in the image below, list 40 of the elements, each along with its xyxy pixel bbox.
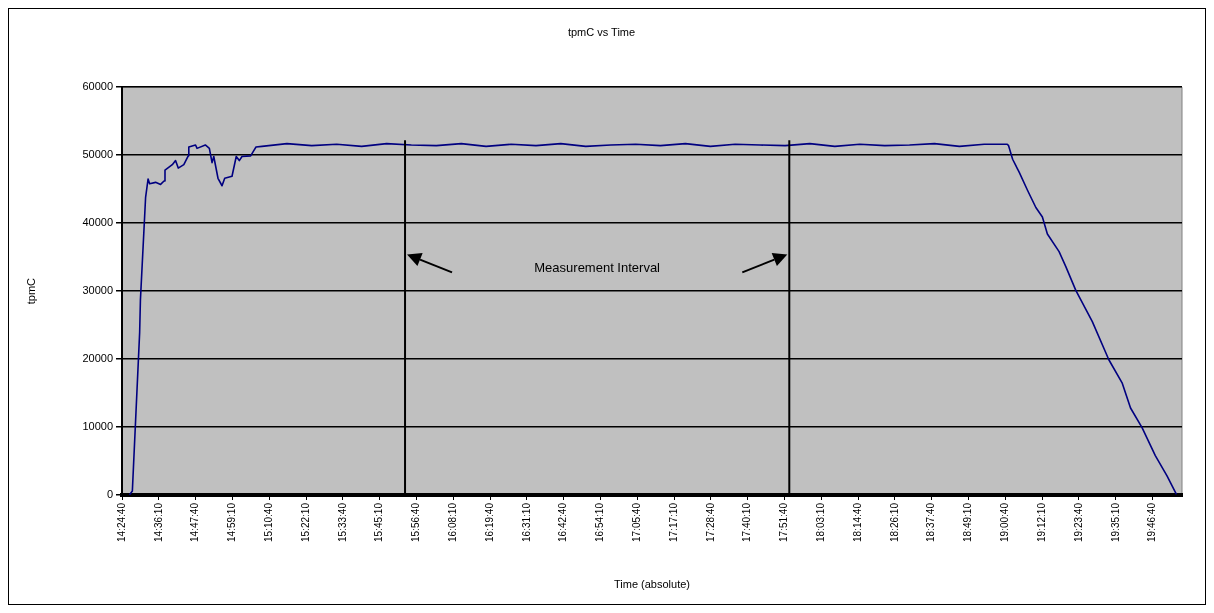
x-tick-label: 18:26:10 [888, 502, 900, 542]
x-tick-label: 16:19:40 [483, 502, 495, 542]
x-tick-label: 19:12:10 [1035, 502, 1047, 542]
x-tick-label: 17:28:40 [704, 502, 716, 542]
y-tick-label: 50000 [82, 148, 113, 161]
x-tick-label: 19:00:40 [999, 502, 1011, 542]
y-tick-label: 40000 [82, 216, 113, 229]
y-tick-label: 30000 [82, 284, 113, 297]
x-tick-label: 14:36:10 [152, 502, 164, 542]
y-axis-title: tpmC [24, 277, 37, 305]
x-tick-label: 18:03:10 [815, 502, 827, 542]
x-tick-label: 18:14:40 [851, 502, 863, 542]
x-tick-label: 19:35:10 [1109, 502, 1121, 542]
x-tick-label: 16:42:40 [557, 502, 569, 542]
x-tick-label: 14:59:10 [226, 502, 238, 542]
x-tick-label: 17:51:40 [778, 502, 790, 542]
annotation: Measurement Interval [533, 260, 661, 276]
x-tick-label: 16:54:10 [594, 502, 606, 542]
x-tick-label: 17:05:40 [631, 502, 643, 542]
y-tick-label: 20000 [82, 352, 113, 365]
x-tick-label: 14:47:40 [189, 502, 201, 542]
x-tick-label: 17:40:10 [741, 502, 753, 542]
x-tick-label: 14:24:40 [115, 502, 127, 542]
x-tick-label: 19:46:40 [1146, 502, 1158, 542]
y-tick-label: 0 [106, 488, 113, 501]
y-tick-label: 10000 [82, 420, 113, 433]
x-tick-label: 16:31:10 [520, 502, 532, 542]
x-tick-label: 15:45:10 [373, 502, 385, 542]
x-tick-label: 15:22:10 [299, 502, 311, 542]
x-tick-label: 16:08:10 [447, 502, 459, 542]
x-tick-label: 19:23:40 [1072, 502, 1084, 542]
x-tick-label: 15:10:40 [262, 502, 274, 542]
y-tick-label: 60000 [82, 80, 113, 93]
x-tick-label: 18:49:10 [962, 502, 974, 542]
x-tick-label: 15:56:40 [410, 502, 422, 542]
x-tick-label: 18:37:40 [925, 502, 937, 542]
chart-title: tpmC vs Time [567, 25, 636, 38]
x-tick-label: 17:17:10 [667, 502, 679, 542]
x-tick-label: 15:33:40 [336, 502, 348, 542]
x-axis-title: Time (absolute) [613, 578, 691, 591]
